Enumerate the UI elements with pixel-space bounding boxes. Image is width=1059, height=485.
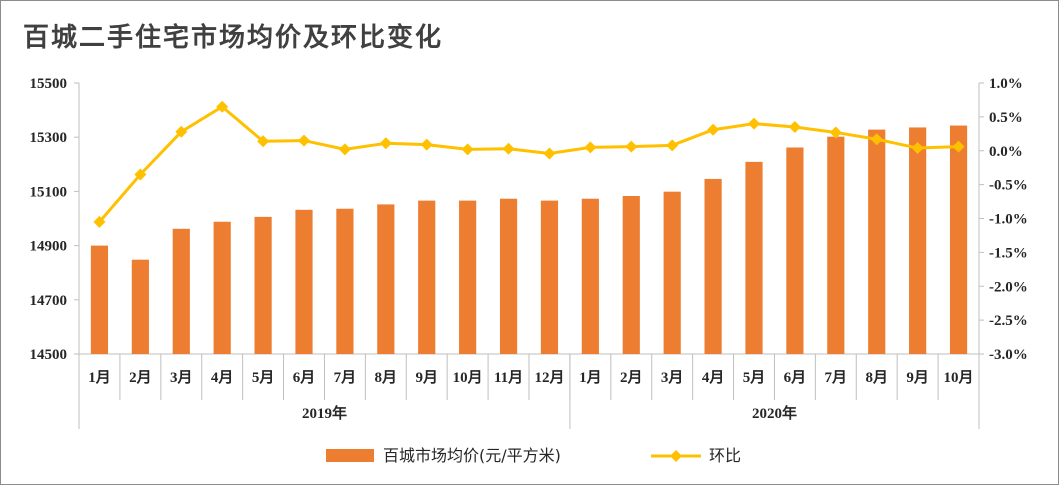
x-tick-label: 8月 [375,369,398,386]
bar [499,198,518,354]
legend-line-marker [670,450,682,462]
bar [377,204,395,354]
x-tick-label: 5月 [743,369,766,386]
bar [949,125,968,354]
x-tick-label: 7月 [334,369,357,386]
line-series-path [98,104,959,223]
x-tick-label: 2月 [129,369,152,386]
y-right-tick-label: -1.0% [989,212,1028,228]
bar [254,216,272,354]
line-point [93,215,106,228]
bar [459,200,477,354]
y-right-tick-label: -3.0% [989,347,1028,363]
x-tick-label: 8月 [865,369,888,386]
y-left-tick-label: 14500 [30,347,68,363]
x-group-label: 2019年 [302,404,347,422]
y-right-tick-label: -1.5% [989,245,1028,261]
bar [704,178,722,354]
y-right-tick-label: 0.5% [989,110,1023,126]
x-tick-label: 3月 [661,369,684,386]
bar [90,245,109,354]
bar [622,196,640,354]
x-group-label: 2020年 [752,404,797,422]
y-left-tick-label: 15500 [30,76,68,92]
chart-title: 百城二手住宅市场均价及环比变化 [23,23,444,53]
x-tick-label: 6月 [293,369,316,386]
x-tick-label: 11月 [494,369,523,386]
x-tick-label: 4月 [211,369,234,386]
line-point [257,135,270,148]
bar [540,200,559,354]
line-point [175,125,188,138]
y-left-tick-label: 14700 [30,293,68,309]
x-tick-label: 9月 [906,369,929,386]
line-point [870,133,883,146]
y-right-tick-label: 1.0% [989,76,1023,92]
bar [745,161,763,354]
legend-label: 环比 [709,446,741,465]
line-point [829,126,842,139]
bar [418,200,436,354]
line-point [379,137,392,150]
y-left-tick-label: 15100 [30,184,68,200]
line-point [502,142,515,155]
y-left-tick-label: 15300 [30,130,68,146]
line-point [420,138,433,151]
x-tick-label: 6月 [784,369,807,386]
x-tick-label: 1月 [579,369,602,386]
bar [213,221,231,354]
y-left-tick-label: 14900 [30,239,68,255]
line-point [625,140,638,153]
line-point [911,142,924,155]
bar [786,147,804,354]
legend-label: 百城市场均价(元/平方米) [383,446,561,465]
x-tick-label: 2月 [620,369,643,386]
line-point [298,134,310,147]
legend-bar-swatch [326,449,374,462]
x-tick-label: 1月 [88,369,111,386]
line-point [543,147,556,160]
x-tick-label: 9月 [415,369,438,386]
y-right-tick-label: -2.0% [989,279,1028,295]
line-point [666,139,679,152]
y-right-tick-label: -2.5% [989,313,1028,329]
line-point [788,121,801,134]
line-point [748,117,760,130]
bar [909,127,927,354]
bar [663,191,681,354]
line-point [952,140,965,153]
line-point [134,168,147,181]
bar [868,129,886,354]
line-point [584,141,597,154]
y-right-tick-label: 0.0% [989,144,1023,160]
x-tick-label: 3月 [170,369,193,386]
y-right-tick-label: -0.5% [989,178,1028,194]
x-tick-label: 4月 [702,369,725,386]
x-tick-label: 10月 [453,369,483,386]
bar [295,209,313,354]
x-tick-label: 12月 [534,369,564,386]
bar [336,208,354,354]
x-tick-label: 7月 [825,369,848,386]
bar [827,136,845,354]
line-point [707,123,720,136]
line-point [338,143,351,156]
line-point [461,143,474,156]
line-point [216,100,229,113]
bar [581,198,599,354]
bar [131,259,149,354]
x-tick-label: 10月 [944,369,974,386]
x-tick-label: 5月 [252,369,275,386]
bar [172,228,190,354]
